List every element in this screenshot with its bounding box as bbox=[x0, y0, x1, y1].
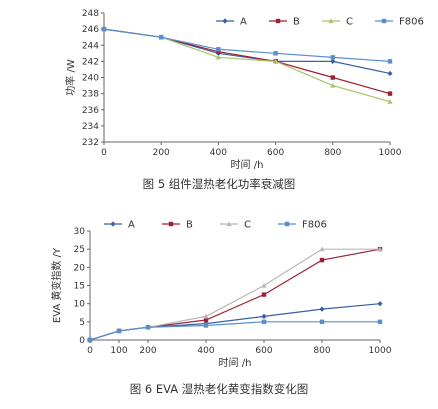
fig5-point-C bbox=[330, 82, 336, 88]
fig5-point-C bbox=[387, 99, 393, 104]
figure6-caption: 图 6 EVA 湿热老化黄变指数变化图 bbox=[129, 382, 309, 396]
power-decay-chart: 232 234 236 238 240 242 244 246 248 0 200 400 600 800… bbox=[64, 9, 424, 171]
fig6-point-A bbox=[261, 313, 267, 319]
fig5-y-tick-label: 236 bbox=[82, 106, 99, 116]
fig5-x-tick-label: 0 bbox=[101, 148, 107, 158]
fig6-legend-label-C: C bbox=[244, 220, 251, 231]
fig6-point-C bbox=[261, 282, 267, 288]
fig6-point-B bbox=[261, 292, 267, 297]
fig5-y-tick-label: 240 bbox=[82, 74, 99, 84]
power-decay-figure: 232 234 236 238 240 242 244 246 248 0 200 400 600 800… bbox=[0, 0, 438, 200]
fig5-point-A bbox=[387, 70, 393, 77]
eva-yellowing-chart: 0 5 10 15 20 25 30 0 100 200 400 600 800 1000 时间 /h EVA… bbox=[50, 220, 392, 370]
fig6-series-line-B bbox=[89, 248, 381, 341]
fig6-y-axis-label: EVA 黄变指数 /Y bbox=[50, 247, 63, 323]
fig6-x-tick-label: 100 bbox=[110, 346, 127, 356]
fig5-point-B bbox=[216, 49, 221, 54]
fig5-point-F806 bbox=[387, 59, 393, 64]
fig5-point-C bbox=[215, 54, 221, 60]
fig5-y-tick-label: 234 bbox=[82, 122, 99, 132]
fig6-y-tick-label: 5 bbox=[79, 318, 85, 328]
eva-yellowing-figure: 0 5 10 15 20 25 30 0 100 200 400 600 800 1000 时间 /h EVA… bbox=[0, 200, 438, 409]
fig6-legend-marker-C bbox=[226, 221, 232, 227]
fig5-series-line-B bbox=[103, 28, 391, 95]
fig6-y-tick-label: 0 bbox=[79, 336, 85, 346]
fig5-y-tick-label: 232 bbox=[82, 138, 99, 148]
fig6-y-tick-label: 25 bbox=[74, 245, 85, 255]
fig5-point-F806 bbox=[216, 47, 221, 52]
fig5-point-F806 bbox=[273, 51, 278, 56]
fig6-point-B bbox=[203, 317, 209, 323]
fig6-point-F806 bbox=[319, 319, 325, 325]
fig6-point-A bbox=[319, 306, 325, 312]
fig5-point-B bbox=[330, 75, 336, 80]
fig6-point-F806 bbox=[145, 325, 151, 330]
fig6-y-tick-label: 10 bbox=[74, 300, 86, 310]
fig6-x-tick-label: 400 bbox=[197, 346, 214, 356]
fig6-series-line-F806 bbox=[89, 321, 380, 341]
fig5-y-axis-label: 功率 /W bbox=[64, 59, 77, 96]
fig6-legend-label-B: B bbox=[186, 220, 193, 231]
fig6-point-A bbox=[377, 301, 383, 307]
fig5-series-line-C bbox=[103, 28, 391, 103]
fig5-x-tick-label: 600 bbox=[267, 148, 284, 158]
fig5-point-C bbox=[273, 58, 279, 64]
fig6-point-F806 bbox=[261, 319, 267, 325]
fig5-legend-marker-A bbox=[222, 18, 228, 24]
fig6-x-tick-label: 200 bbox=[139, 346, 156, 356]
fig6-legend-marker-F806 bbox=[284, 221, 290, 227]
fig5-x-tick-label: 400 bbox=[210, 148, 227, 158]
fig6-point-C bbox=[319, 246, 325, 252]
fig6-point-F806 bbox=[116, 328, 122, 334]
fig6-legend-label-F806: F806 bbox=[302, 220, 327, 231]
fig6-legend-label-A: A bbox=[128, 220, 135, 231]
fig5-y-tick-label: 238 bbox=[82, 90, 99, 100]
fig5-point-A bbox=[330, 58, 336, 64]
fig5-legend-label-C: C bbox=[346, 17, 353, 28]
fig6-point-F806 bbox=[203, 323, 209, 328]
figure5-caption: 图 5 组件湿热老化功率衰减图 bbox=[142, 177, 296, 191]
fig6-x-tick-label: 0 bbox=[87, 346, 93, 356]
fig5-legend-label-A: A bbox=[240, 17, 247, 28]
fig5-x-tick-label: 1000 bbox=[379, 148, 402, 158]
fig6-legend-marker-B bbox=[168, 221, 174, 227]
fig6-point-C bbox=[377, 246, 383, 252]
fig6-y-tick-label: 15 bbox=[74, 282, 85, 292]
fig5-point-F806 bbox=[101, 26, 107, 32]
fig5-x-tick-label: 200 bbox=[153, 148, 170, 158]
fig5-y-tick-label: 244 bbox=[82, 41, 99, 51]
fig6-point-F806 bbox=[87, 337, 93, 343]
fig5-legend-label-B: B bbox=[293, 17, 300, 28]
fig6-series-line-C bbox=[89, 248, 380, 341]
fig6-y-tick-label: 20 bbox=[74, 263, 86, 273]
fig5-y-tick-label: 242 bbox=[82, 57, 99, 67]
fig6-x-tick-label: 800 bbox=[313, 346, 330, 356]
fig5-legend-marker-C bbox=[328, 18, 334, 24]
fig5-legend-marker-F806 bbox=[381, 18, 387, 24]
fig5-point-F806 bbox=[158, 34, 164, 40]
fig5-y-tick-label: 246 bbox=[82, 25, 99, 35]
fig5-x-tick-label: 800 bbox=[324, 148, 341, 158]
fig6-x-axis-label: 时间 /h bbox=[219, 356, 252, 369]
fig6-x-tick-label: 600 bbox=[255, 346, 272, 356]
fig5-legend-label-F806: F806 bbox=[399, 17, 424, 28]
fig5-legend-marker-B bbox=[275, 18, 281, 24]
fig6-y-tick-label: 30 bbox=[74, 227, 86, 237]
fig6-point-F806 bbox=[377, 319, 383, 325]
fig5-y-tick-label: 248 bbox=[82, 9, 99, 19]
fig5-point-F806 bbox=[330, 55, 336, 60]
fig5-point-B bbox=[387, 91, 393, 96]
fig5-series-line-F806 bbox=[103, 28, 391, 62]
fig5-x-axis-label: 时间 /h bbox=[231, 158, 264, 171]
fig6-point-B bbox=[319, 257, 325, 263]
fig6-legend-marker-A bbox=[110, 221, 116, 227]
fig6-x-tick-label: 1000 bbox=[369, 346, 392, 356]
fig6-point-C bbox=[203, 313, 209, 319]
